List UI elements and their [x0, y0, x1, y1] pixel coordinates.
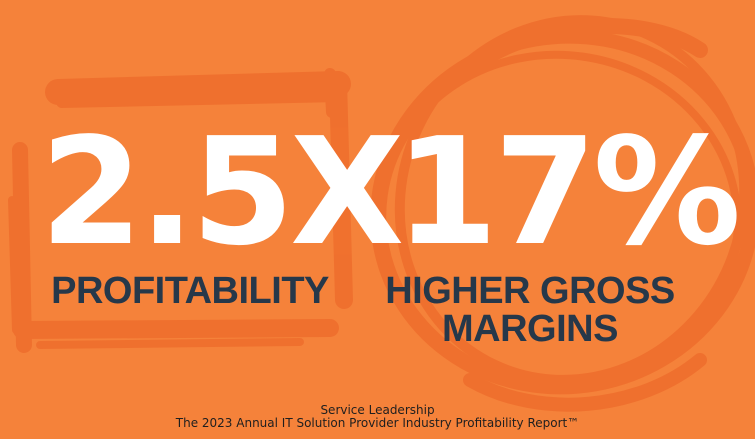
source-report-title: The 2023 Annual IT Solution Provider Ind…	[175, 416, 580, 430]
gross-margins-label: HIGHER GROSS MARGINS	[385, 272, 675, 348]
gross-margins-label-line1: HIGHER GROSS	[385, 270, 675, 312]
circle-scribble	[370, 15, 755, 412]
gross-margins-label-line2: MARGINS	[442, 308, 618, 350]
gross-margin-percent-value: 17%	[395, 106, 741, 278]
box-scribble	[8, 68, 353, 353]
source-organization: Service Leadership	[320, 403, 435, 417]
profitability-multiplier-value: 2.5X	[40, 106, 404, 278]
profitability-label: PROFITABILITY	[51, 270, 329, 312]
